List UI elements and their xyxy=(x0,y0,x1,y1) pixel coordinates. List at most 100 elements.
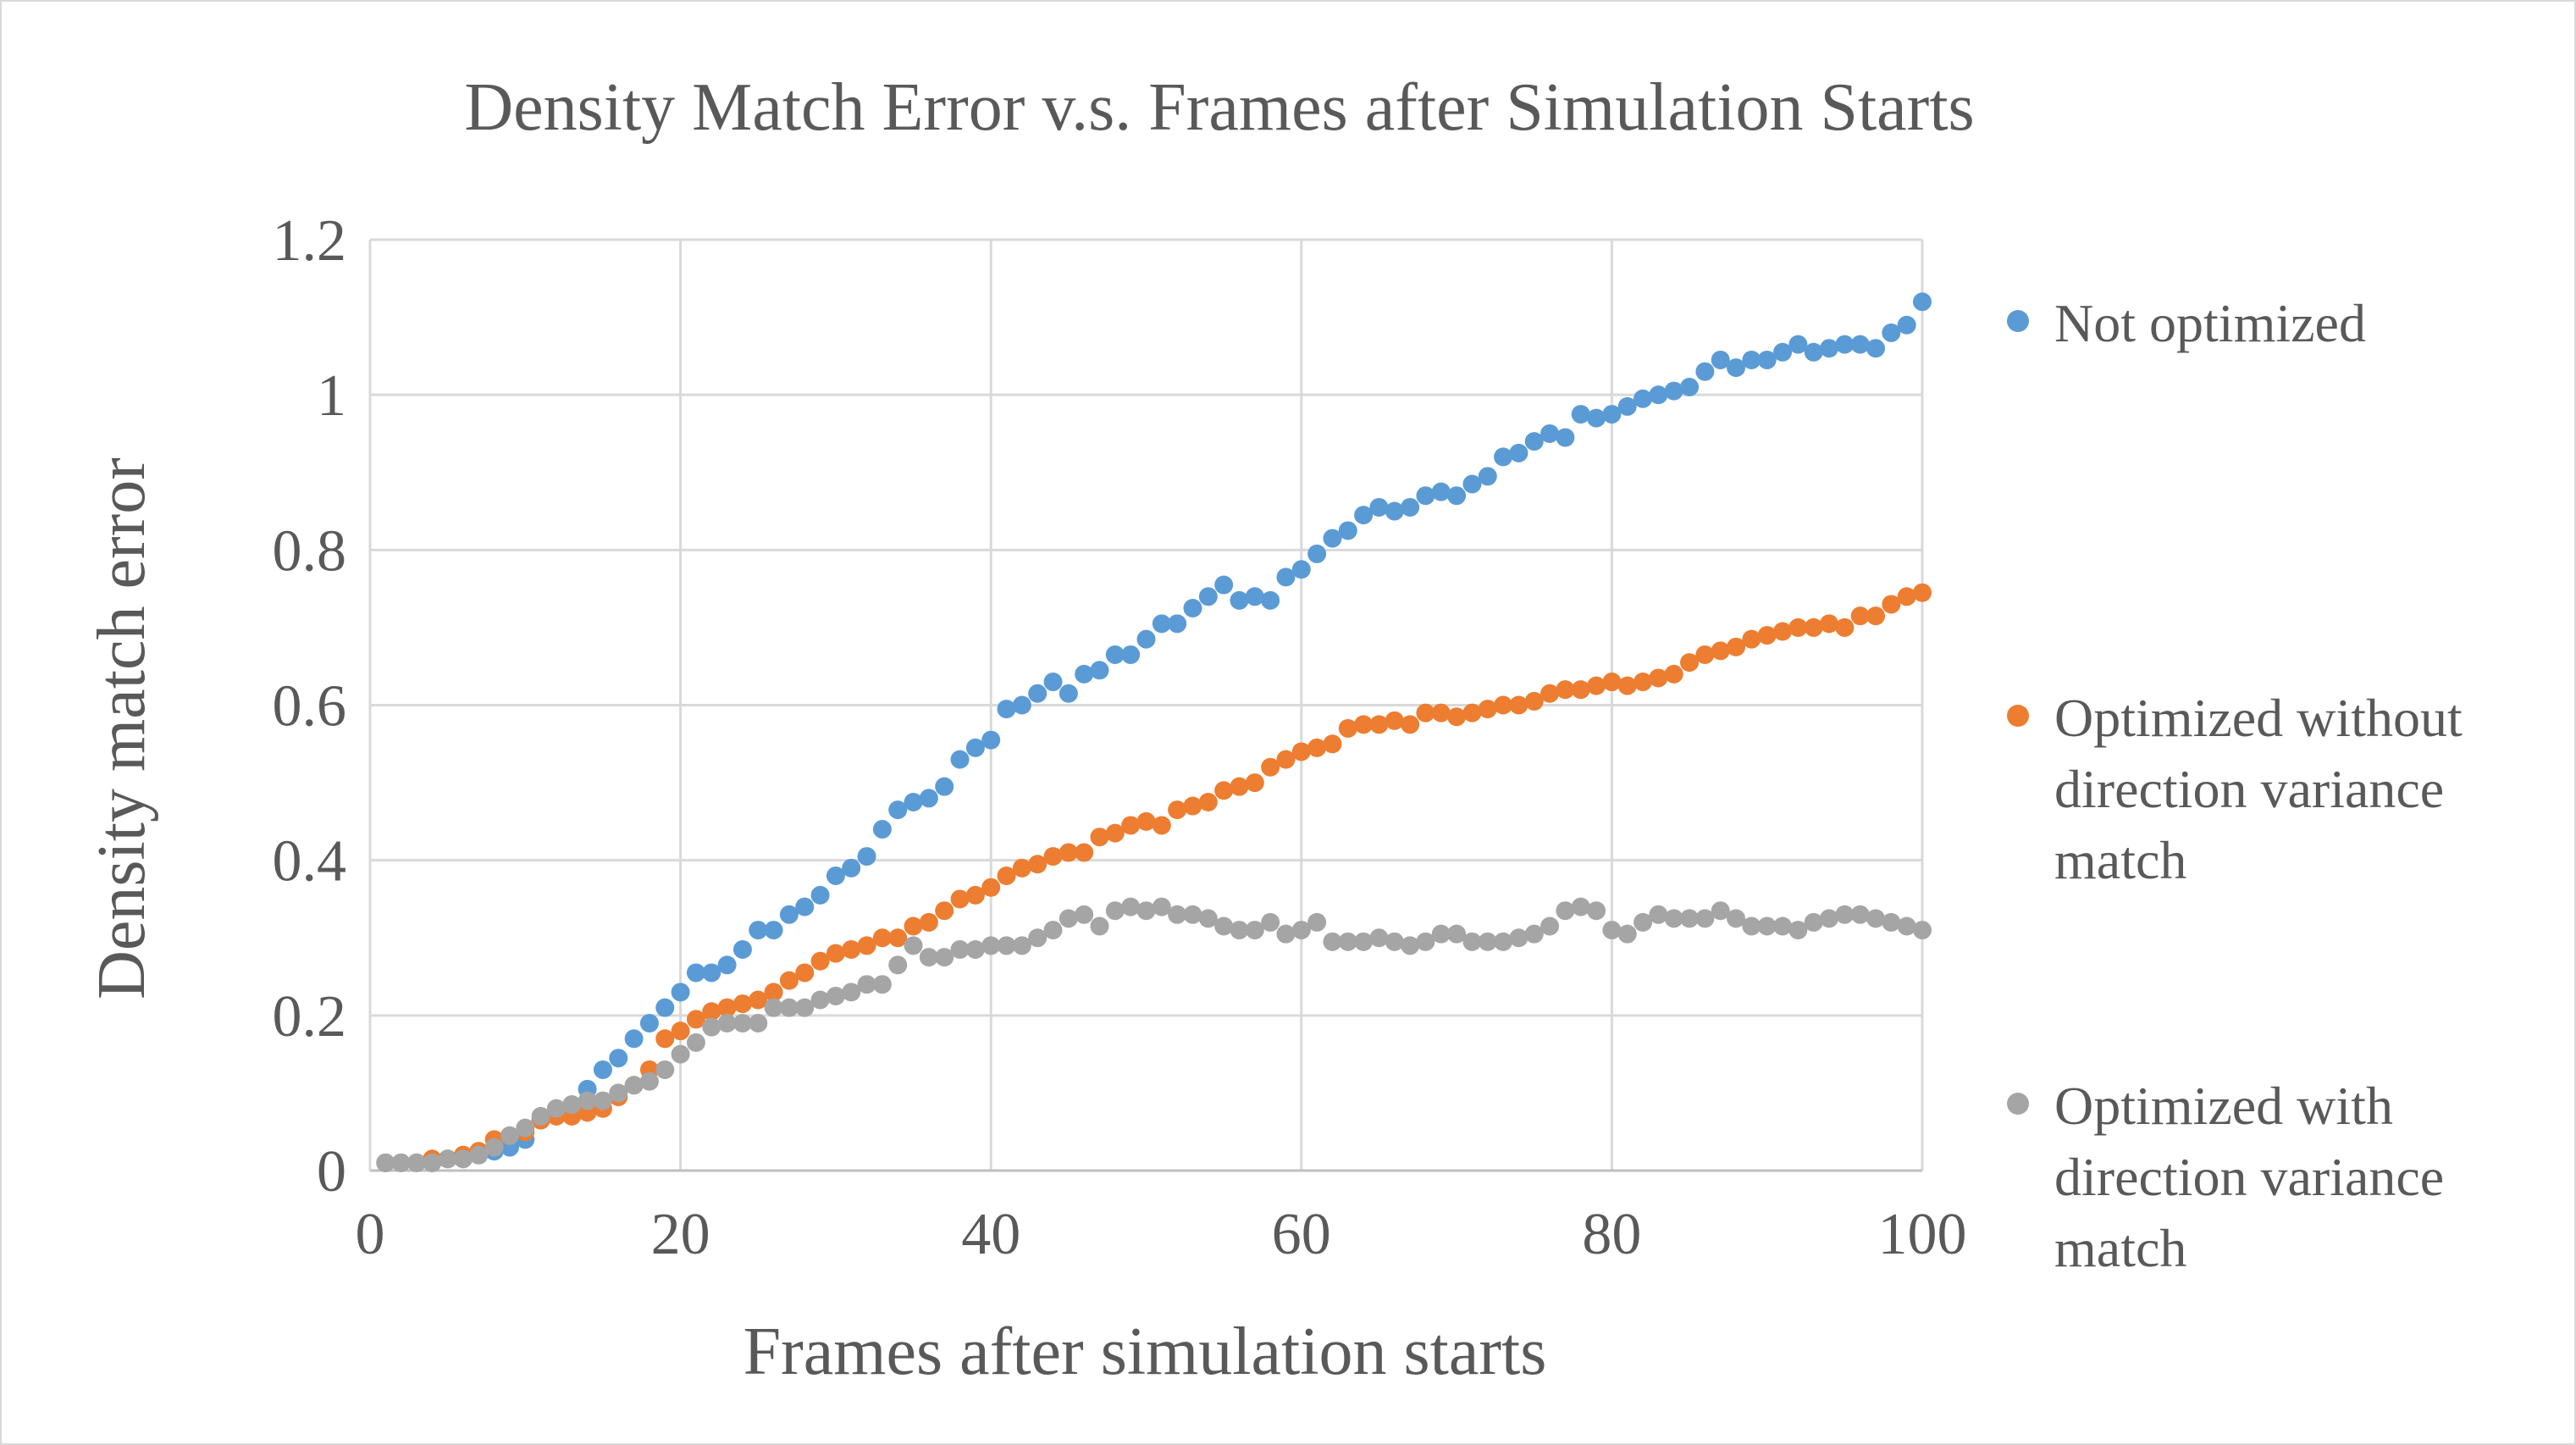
data-point xyxy=(950,750,970,769)
data-point xyxy=(1850,905,1870,924)
data-point xyxy=(1757,350,1777,369)
data-point xyxy=(1835,905,1855,924)
data-point xyxy=(950,889,970,909)
data-point xyxy=(1276,750,1296,769)
data-point xyxy=(1059,843,1078,862)
data-point xyxy=(1540,684,1560,703)
data-point xyxy=(935,901,954,921)
data-point xyxy=(888,800,908,820)
data-point xyxy=(997,936,1016,955)
data-point xyxy=(1121,816,1141,835)
data-point xyxy=(1773,916,1793,936)
data-point xyxy=(981,730,1001,750)
data-point xyxy=(1664,381,1683,401)
data-point xyxy=(1090,916,1109,936)
x-tick-label: 100 xyxy=(1878,1202,1967,1267)
data-point xyxy=(826,944,845,963)
data-point xyxy=(779,905,799,924)
data-point xyxy=(1369,715,1389,734)
data-point xyxy=(1028,928,1048,948)
data-point xyxy=(1105,901,1125,921)
data-point xyxy=(1897,916,1916,936)
data-point xyxy=(732,1013,752,1033)
y-tick-label: 0.8 xyxy=(273,518,347,584)
data-point xyxy=(1556,680,1575,700)
data-point xyxy=(1742,350,1761,369)
data-point xyxy=(484,1138,504,1157)
chart-title: Density Match Error v.s. Frames after Si… xyxy=(464,70,1975,145)
data-point xyxy=(1090,661,1109,680)
data-point xyxy=(1866,606,1886,626)
series-1 xyxy=(376,292,1932,1172)
data-point xyxy=(965,885,985,905)
data-point xyxy=(997,866,1016,885)
data-point xyxy=(1524,432,1544,451)
data-point xyxy=(935,777,954,796)
data-point xyxy=(1214,916,1234,936)
data-point xyxy=(1617,676,1637,695)
data-point xyxy=(1183,599,1202,618)
x-tick-label: 40 xyxy=(961,1202,1020,1267)
data-point xyxy=(810,951,830,971)
data-point xyxy=(1664,909,1683,928)
data-point xyxy=(376,1153,395,1172)
data-point xyxy=(826,986,845,1005)
data-point xyxy=(1198,909,1218,928)
data-point xyxy=(391,1153,411,1172)
data-point xyxy=(1913,292,1932,312)
data-point xyxy=(764,998,783,1017)
data-point xyxy=(1711,901,1730,921)
data-point xyxy=(1711,641,1730,661)
data-point xyxy=(1075,843,1094,862)
data-point xyxy=(919,948,938,967)
grid-lines xyxy=(368,238,1924,1172)
data-point xyxy=(702,1002,721,1021)
data-point xyxy=(578,1091,597,1110)
data-point xyxy=(1105,645,1125,664)
data-point xyxy=(1494,932,1513,951)
data-point xyxy=(981,878,1001,897)
data-point xyxy=(671,983,690,1002)
data-point xyxy=(1478,467,1497,486)
series-layer xyxy=(376,292,1932,1172)
legend-marker-icon xyxy=(2007,310,2029,332)
data-point xyxy=(1431,703,1451,722)
data-point xyxy=(997,700,1016,719)
data-point xyxy=(1804,912,1823,932)
data-point xyxy=(872,975,892,994)
data-point xyxy=(888,928,908,948)
data-point xyxy=(1307,544,1327,563)
data-point xyxy=(1136,629,1156,649)
data-point xyxy=(1587,408,1606,428)
y-tick-label: 1.2 xyxy=(273,208,347,274)
data-point xyxy=(1152,614,1171,634)
data-point xyxy=(1633,912,1653,932)
data-point xyxy=(1198,792,1218,811)
y-tick-label: 0.6 xyxy=(273,674,347,739)
data-point xyxy=(655,998,675,1017)
data-point xyxy=(1401,497,1420,517)
data-point xyxy=(1664,664,1683,684)
data-point xyxy=(1276,924,1296,944)
data-point xyxy=(1323,932,1342,951)
data-point xyxy=(857,936,876,955)
data-point xyxy=(1028,855,1048,874)
x-tick-label: 0 xyxy=(356,1202,385,1267)
data-point xyxy=(1850,335,1870,354)
data-point xyxy=(1338,718,1357,738)
legend-label: Optimized with direction variance match xyxy=(2054,1076,2445,1278)
data-point xyxy=(1028,684,1048,703)
data-point xyxy=(749,1013,768,1033)
data-point xyxy=(609,1049,628,1068)
y-tick-label: 0.2 xyxy=(273,984,347,1049)
data-point xyxy=(1680,909,1700,928)
legend-marker-icon xyxy=(2007,1093,2029,1115)
data-point xyxy=(1385,932,1404,951)
data-point xyxy=(1043,847,1063,866)
data-point xyxy=(1835,335,1855,354)
data-point xyxy=(686,1033,705,1052)
data-point xyxy=(1742,916,1761,936)
data-point xyxy=(1230,590,1249,610)
data-point xyxy=(1230,921,1249,940)
data-point xyxy=(935,948,954,967)
